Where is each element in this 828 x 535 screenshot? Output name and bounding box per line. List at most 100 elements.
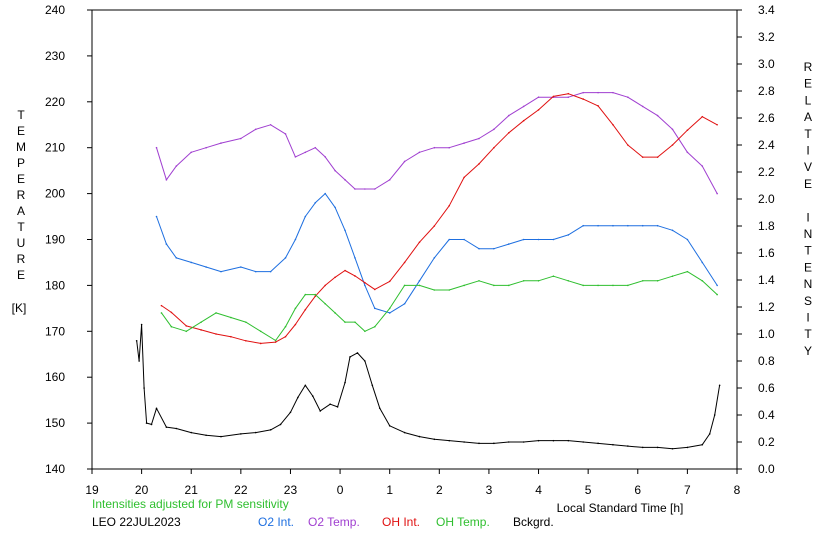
series-2-point [507,132,510,134]
right-title-letter: E [804,260,812,274]
left-title-letter: M [16,140,26,154]
series-1-point [701,165,704,167]
right-title-letter: L [805,93,812,107]
series-0-point [627,224,629,227]
series-0-point [716,284,718,287]
series-1-point [220,142,222,144]
right-title-letter: V [804,160,812,174]
series-2-point [344,269,346,272]
right-tick-label: 1.8 [758,219,775,233]
left-title-letter: R [17,188,26,202]
series-1-point [240,137,242,140]
series-3-point [284,325,287,328]
series-2-point [324,284,326,287]
series-3-point [507,284,510,287]
left-tick-label: 160 [45,370,65,384]
left-tick-label: 170 [45,324,65,338]
series-3-point [160,312,163,314]
series-1-point [671,128,674,131]
left-tick-label: 140 [45,462,65,476]
series-0-point [403,302,406,305]
series-3-point [552,275,555,278]
left-tick-label: 230 [45,49,65,63]
right-tick-label: 3.4 [758,3,775,17]
series-4-point [378,407,381,410]
series-3-point [597,284,599,287]
series-2-point [418,241,421,243]
series-4-point [612,443,614,446]
series-1-point [448,146,451,149]
series-2-point [403,261,406,264]
series-2-point [185,325,188,327]
right-tick-label: 1.4 [758,273,775,287]
series-3-point [537,280,540,282]
series-2-point [522,119,525,122]
series-0-point [537,238,540,241]
series-4-point [507,441,510,443]
series-2-point [567,92,570,95]
series-1-point [418,151,421,154]
left-title-letter: E [17,268,25,282]
series-3-point [522,280,525,282]
series-4-point [493,442,495,445]
series-0-point [334,206,336,209]
series-4-point [627,445,629,447]
series-3-point [354,321,356,323]
series-0-point [190,261,193,264]
series-4-point [336,406,339,408]
x-tick-label: 20 [135,483,149,497]
series-3-point [686,270,689,273]
series-0-point [567,234,570,236]
series-3-point [582,284,584,287]
series-1-point [165,179,168,181]
series-3-point [374,325,376,328]
series-0-point [522,238,525,241]
series-lines [135,91,721,450]
series-2-point [656,156,659,158]
series-4-point [364,360,366,362]
right-tick-label: 0.8 [758,354,775,368]
right-title-letter: T [804,327,812,341]
series-2-point [215,333,217,335]
series-4-point [240,433,242,435]
series-1-point [344,179,346,181]
right-title-letter: R [804,60,813,74]
series-4-point [371,384,374,387]
series-4-point [552,439,555,442]
series-3-point [716,293,718,296]
right-title-letter: Y [804,344,812,358]
legend-background: Bckgrd. [513,515,554,529]
series-4-point [718,384,721,387]
x-tick-label: 8 [734,483,741,497]
series-3-point [170,325,173,328]
series-1-point [716,192,718,195]
series-0-point [686,238,689,241]
x-tick-label: 7 [684,483,691,497]
series-0-point [388,312,391,314]
series-1-point [493,128,495,131]
series-0-point [507,243,510,245]
series-1-point [284,133,287,135]
series-4-point [304,384,307,387]
left-tick-label: 200 [45,187,65,201]
series-4-point [641,446,644,449]
series-0-point [269,270,272,273]
series-3-point [493,284,495,287]
series-4-point [220,435,222,438]
series-1-point [612,91,614,94]
series-0-point [463,238,465,241]
right-tick-label: 2.6 [758,111,775,125]
series-1-point [403,160,406,163]
series-1-point [190,151,193,154]
right-tick-label: 1.6 [758,246,775,260]
series-0-point [478,247,480,250]
series-3-point [324,302,326,305]
series-0-point [671,229,674,232]
series-2-point [304,308,307,311]
series-1-point [269,123,272,126]
left-title-letter: E [17,172,25,186]
series-3-point [418,284,421,287]
series-0-point [493,247,495,250]
